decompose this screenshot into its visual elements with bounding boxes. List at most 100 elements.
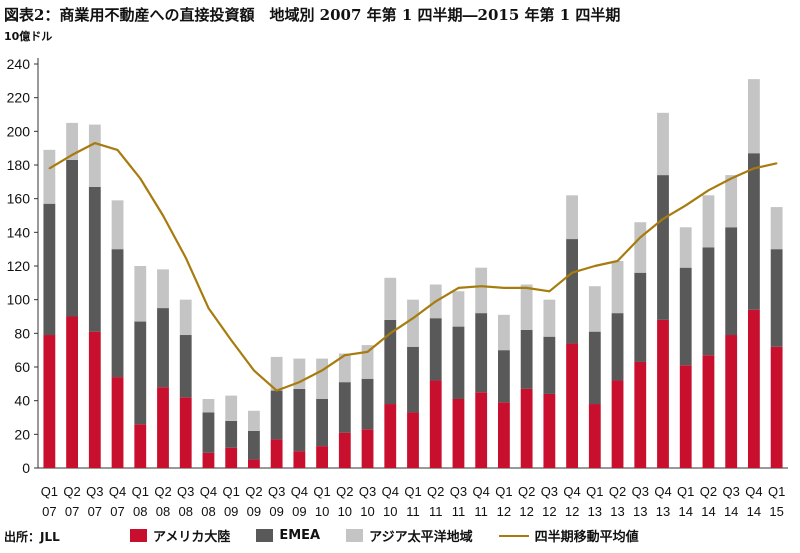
legend-label-americas: アメリカ大陸 (153, 530, 231, 545)
x-tick-label-year: 15 (769, 504, 783, 519)
x-tick-label-year: 08 (133, 504, 147, 519)
moving-average-point (275, 389, 278, 392)
moving-average-point (503, 287, 505, 289)
x-tick-label-quarter: Q4 (745, 484, 762, 499)
x-tick-label-quarter: Q2 (63, 484, 80, 499)
bar-asia-pacific (407, 299, 419, 347)
bar-emea (588, 331, 601, 405)
bar-americas (634, 361, 647, 468)
moving-average-point (48, 167, 51, 170)
bar-emea (748, 153, 760, 310)
bar-emea (407, 346, 419, 413)
bar-emea (338, 382, 351, 433)
bar-americas (293, 451, 306, 468)
x-tick-label-quarter: Q4 (200, 484, 217, 499)
bar-americas (611, 380, 624, 468)
y-tick-label: 60 (14, 359, 30, 375)
moving-average-point (639, 236, 642, 239)
moving-average-point (753, 167, 755, 170)
y-tick-label: 180 (7, 157, 31, 173)
x-tick-label-year: 14 (747, 504, 761, 519)
bar-americas (157, 387, 169, 468)
chart-legend: アメリカ大陸 EMEA アジア太平洋地域 四半期移動平均値 (130, 526, 665, 545)
moving-average-point (253, 369, 255, 372)
legend-item-americas: アメリカ大陸 (130, 526, 230, 545)
bar-emea (679, 267, 692, 366)
legend-item-moving-average: 四半期移動平均値 (498, 526, 639, 545)
x-tick-label-year: 12 (497, 504, 511, 519)
x-tick-label-quarter: Q2 (427, 484, 444, 499)
chart-title: 図表2：商業用不動産への直接投資額 地域別 2007 年第 1 四半期―2015… (4, 6, 621, 24)
x-tick-label-year: 13 (633, 504, 647, 519)
x-tick-label-year: 14 (701, 504, 715, 519)
x-tick-label-year: 11 (474, 504, 488, 519)
x-tick-label-quarter: Q3 (359, 484, 376, 499)
moving-average-point (548, 290, 551, 293)
x-tick-label-quarter: Q4 (563, 484, 580, 499)
bar-asia-pacific (452, 291, 465, 327)
moving-average-point (366, 351, 369, 353)
y-tick-label: 80 (14, 325, 30, 341)
bar-emea (270, 390, 283, 440)
bar-americas (361, 429, 374, 468)
bar-americas (770, 346, 783, 468)
moving-average-point (684, 204, 687, 207)
x-tick-label-quarter: Q1 (41, 484, 58, 499)
bar-emea (66, 159, 78, 317)
bar-americas (475, 392, 488, 468)
y-axis-unit-label: 10億ドル (4, 30, 53, 43)
x-tick-label-quarter: Q2 (154, 484, 171, 499)
legend-swatch-emea (256, 529, 274, 542)
bar-emea (134, 321, 147, 425)
legend-label-moving-average: 四半期移動平均値 (534, 530, 639, 545)
x-tick-label-quarter: Q2 (336, 484, 353, 499)
bar-emea (316, 398, 328, 447)
bar-americas (270, 439, 283, 468)
bar-asia-pacific (702, 195, 715, 248)
legend-swatch-moving-average (498, 534, 529, 537)
bar-asia-pacific (270, 356, 283, 391)
y-tick-label: 100 (7, 292, 31, 308)
bar-asia-pacific (225, 395, 238, 421)
x-tick-label-year: 09 (247, 504, 261, 519)
x-tick-label-year: 08 (201, 504, 215, 519)
bar-emea (657, 175, 669, 320)
moving-average-point (434, 300, 437, 303)
moving-average-point (321, 369, 323, 372)
moving-average-point (139, 177, 142, 180)
bar-asia-pacific (316, 358, 328, 399)
x-tick-label-year: 12 (565, 504, 579, 519)
bar-americas (498, 402, 510, 468)
bar-asia-pacific (770, 207, 783, 250)
bar-emea (384, 319, 397, 405)
x-tick-label-year: 11 (429, 504, 443, 519)
bar-emea (498, 350, 510, 403)
legend-label-emea: EMEA (279, 528, 321, 543)
bar-americas (520, 388, 533, 468)
bar-emea (248, 430, 260, 460)
bar-asia-pacific (202, 398, 215, 413)
moving-average-point (480, 285, 482, 288)
bar-asia-pacific (748, 79, 760, 154)
x-tick-label-year: 13 (610, 504, 624, 519)
moving-average-point (389, 332, 392, 335)
bar-asia-pacific (543, 299, 556, 337)
bar-asia-pacific (248, 410, 260, 431)
bar-americas (588, 404, 601, 468)
moving-average-point (184, 256, 187, 259)
x-tick-label-year: 13 (588, 504, 602, 519)
y-tick-label: 220 (7, 90, 31, 106)
x-tick-label-year: 14 (724, 504, 738, 519)
bar-emea (179, 335, 192, 398)
bar-asia-pacific (588, 286, 601, 332)
bar-emea (634, 272, 647, 362)
x-tick-label-year: 12 (519, 504, 533, 519)
y-tick-label: 200 (7, 123, 31, 139)
bar-asia-pacific (498, 314, 510, 351)
bar-asia-pacific (634, 222, 647, 273)
x-tick-label-quarter: Q3 (723, 484, 740, 499)
bar-emea (611, 313, 624, 381)
moving-average-point (94, 142, 96, 144)
bar-emea (43, 203, 56, 336)
x-tick-label-quarter: Q2 (700, 484, 717, 499)
